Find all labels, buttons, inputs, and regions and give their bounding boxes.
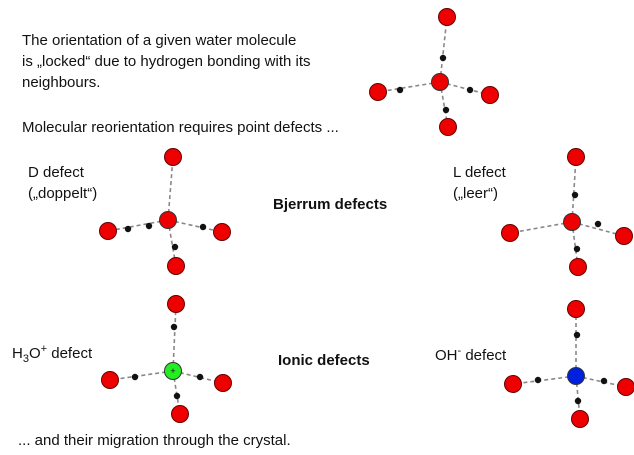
bond <box>512 375 577 385</box>
oxygen <box>99 222 117 240</box>
intro-line: neighbours. <box>22 74 100 91</box>
hydrogen <box>439 54 447 62</box>
oxygen <box>615 227 633 245</box>
hydrogen <box>196 373 204 381</box>
hydrogen <box>466 86 474 94</box>
oxygen <box>213 223 231 241</box>
d-defect-label: D defect <box>28 164 85 181</box>
hydrogen <box>396 86 404 94</box>
oxygen <box>504 375 522 393</box>
center-oxygen <box>567 367 585 385</box>
center-oxygen <box>159 211 177 229</box>
oxygen <box>617 378 634 396</box>
hydrogen <box>173 392 181 400</box>
oh-label: OH- defect <box>435 345 507 364</box>
intro-line: The orientation of a given water molecul… <box>22 32 296 49</box>
oxygen <box>567 148 585 166</box>
hydrogen <box>124 225 132 233</box>
hydrogen <box>171 243 179 251</box>
d-defect-label: („doppelt“) <box>28 185 97 202</box>
t: O <box>29 345 41 362</box>
hydrogen <box>442 106 450 114</box>
hydrogen <box>573 331 581 339</box>
bond <box>107 219 169 232</box>
hydrogen <box>594 220 602 228</box>
oxygen <box>167 257 185 275</box>
l-defect-label: („leer“) <box>453 185 498 202</box>
t: + <box>41 343 47 355</box>
hydrogen <box>145 222 153 230</box>
t: - <box>458 345 462 357</box>
bond <box>377 81 441 93</box>
oxygen <box>167 295 185 313</box>
hydrogen <box>574 397 582 405</box>
l-defect-label: L defect <box>453 164 507 181</box>
intro-line: is „locked“ due to hydrogen bonding with… <box>22 53 311 70</box>
hydrogen <box>571 191 579 199</box>
bond <box>439 16 448 83</box>
oxygen <box>501 224 519 242</box>
oxygen <box>171 405 189 423</box>
t: 3 <box>23 353 29 365</box>
oxygen <box>569 258 587 276</box>
t: defect <box>47 345 93 362</box>
oxygen <box>567 300 585 318</box>
t: defect <box>461 347 507 364</box>
bond <box>167 156 174 221</box>
oxygen <box>101 371 119 389</box>
oxygen <box>164 148 182 166</box>
molecules: + <box>99 8 634 428</box>
bjerrum-title: Bjerrum defects <box>273 196 387 213</box>
center-oxygen <box>563 213 581 231</box>
oxygen <box>438 8 456 26</box>
ionic-title: Ionic defects <box>278 352 370 369</box>
hydrogen <box>534 376 542 384</box>
bond <box>167 219 223 233</box>
hydrogen <box>131 373 139 381</box>
bond <box>509 221 573 234</box>
oxygen <box>571 410 589 428</box>
oxygen <box>481 86 499 104</box>
charge: + <box>170 366 175 376</box>
center-oxygen <box>164 362 182 380</box>
footer: ... and their migration through the crys… <box>18 432 291 449</box>
hydrogen <box>573 245 581 253</box>
h3o-label: H3O+ defect <box>12 343 93 365</box>
intro-note: Molecular reorientation requires point d… <box>22 119 339 136</box>
t: H <box>12 345 23 362</box>
bond <box>571 156 577 223</box>
bond <box>172 303 177 372</box>
t: OH <box>435 347 458 364</box>
hydrogen <box>600 377 608 385</box>
hydrogen <box>170 323 178 331</box>
oxygen <box>439 118 457 136</box>
center-oxygen <box>431 73 449 91</box>
hydrogen <box>199 223 207 231</box>
oxygen <box>214 374 232 392</box>
oxygen <box>369 83 387 101</box>
bond <box>109 370 174 381</box>
